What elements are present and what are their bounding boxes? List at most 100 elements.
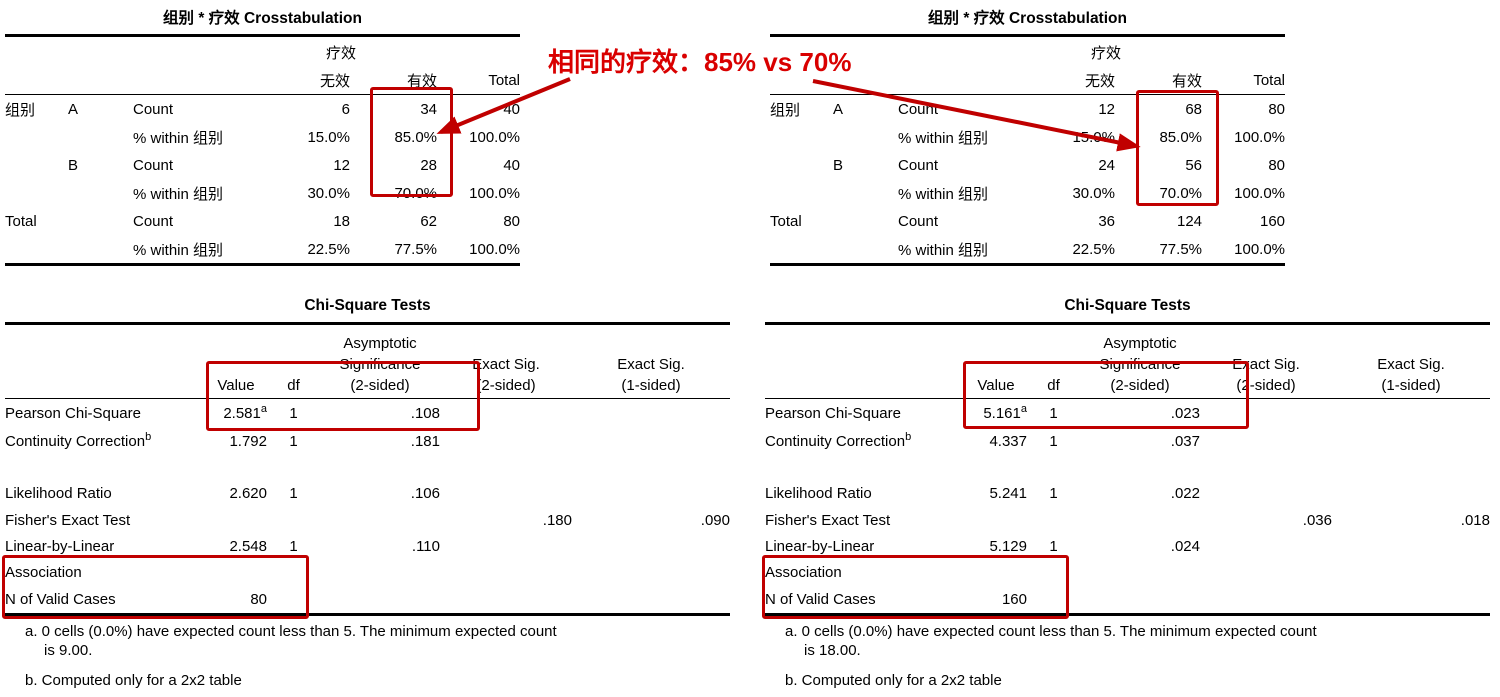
- cell-value: 1: [1049, 404, 1058, 422]
- table-row: N of Valid Cases 160: [765, 586, 1490, 615]
- group-label: A: [833, 100, 844, 118]
- annotation-text: 相同的疗效：85% vs 70%: [548, 47, 852, 77]
- chisquare-tests: Value df Asymptotic Significance (2-side…: [5, 322, 730, 616]
- table-row: % within 组别 30.0% 70.0% 100.0%: [770, 179, 1285, 207]
- stat-label: Count: [898, 100, 939, 118]
- cell-value: .018: [1460, 512, 1490, 529]
- cell-value: 2.620: [229, 485, 267, 502]
- cell-value: 18: [333, 212, 350, 230]
- cell-value: 40: [503, 156, 521, 174]
- footnote-a: a. 0 cells (0.0%) have expected count le…: [25, 623, 557, 640]
- stat-label: Count: [898, 212, 939, 230]
- table-row: Likelihood Ratio 2.620 1 .106: [5, 480, 730, 507]
- cell-value: .181: [410, 432, 440, 450]
- stat-label: Count: [133, 156, 174, 174]
- stat-label: Count: [133, 100, 174, 118]
- cell-value: 5.241: [989, 485, 1027, 502]
- cell-value: 24: [1098, 156, 1115, 174]
- footnote-a-cont: is 18.00.: [804, 642, 861, 659]
- stat-label: N of Valid Cases: [5, 591, 116, 608]
- table-row: N of Valid Cases 80: [5, 586, 730, 615]
- table-row: Continuity Correctionb 4.337 1 .037: [765, 427, 1490, 455]
- highlight-box-right-n-valid-cases: [762, 555, 1069, 619]
- highlight-box-right-pearson-row: [963, 361, 1249, 429]
- cell-value: 1: [1049, 485, 1058, 502]
- stat-label: Fisher's Exact Test: [765, 512, 891, 529]
- stat-label: Likelihood Ratio: [5, 485, 112, 502]
- cell-value: 100.0%: [469, 184, 521, 202]
- column-spanner: 疗效: [1091, 44, 1122, 62]
- stat-label: % within 组别: [133, 241, 224, 259]
- stat-label: % within 组别: [898, 129, 989, 147]
- table-row: Fisher's Exact Test .036 .018: [765, 507, 1490, 534]
- table-title: Chi-Square Tests: [304, 297, 431, 314]
- stat-label: Linear-by-Linear Association: [5, 538, 115, 581]
- column-spanner: 疗效: [326, 44, 357, 62]
- left-crosstab-table: 组别 * 疗效 Crosstabulation 疗效 无效 有效 Total 组…: [5, 0, 521, 266]
- stat-label: Continuity Correctionb: [5, 430, 152, 450]
- table-title: Chi-Square Tests: [1064, 297, 1191, 314]
- cell-value: 30.0%: [307, 184, 350, 202]
- cell-value: 22.5%: [1072, 240, 1115, 258]
- cell-value: 85.0%: [1159, 128, 1203, 146]
- footnotes: a. 0 cells (0.0%) have expected count le…: [765, 622, 1490, 690]
- footnote-b: b. Computed only for a 2x2 table: [785, 672, 1002, 689]
- table-row: Pearson Chi-Square 5.161a 1 .023: [765, 399, 1490, 428]
- cell-value: 80: [503, 212, 521, 230]
- spacer-row: [765, 455, 1490, 480]
- highlight-box-left-effective-column: [370, 87, 453, 197]
- group-label: B: [833, 156, 844, 174]
- spacer-row: [5, 455, 730, 480]
- left-chisquare-table: Chi-Square Tests Value df Asymptotic Sig…: [5, 290, 730, 690]
- col-header: 无效: [1010, 67, 1115, 95]
- right-chisquare-table: Chi-Square Tests Value df Asymptotic Sig…: [765, 290, 1490, 690]
- cell-value: .090: [700, 512, 730, 529]
- highlight-box-left-n-valid-cases: [2, 555, 309, 619]
- footnote-a-cont: is 9.00.: [44, 642, 93, 659]
- cell-value: 34: [420, 100, 438, 118]
- group-label: B: [68, 156, 79, 174]
- cell-value: 77.5%: [1159, 240, 1203, 258]
- cell-value: 100.0%: [1234, 240, 1286, 258]
- cell-value: .108: [410, 404, 440, 422]
- cell-value: 80: [1268, 156, 1286, 174]
- cell-value: .036: [1302, 512, 1332, 529]
- cell-value: .180: [542, 512, 572, 529]
- stat-label: Count: [898, 156, 939, 174]
- table-row: % within 组别 30.0% 70.0% 100.0%: [5, 179, 520, 207]
- cell-value: 2.548: [229, 538, 267, 555]
- table-row: Fisher's Exact Test .180 .090: [5, 507, 730, 534]
- cell-value: 160: [1001, 591, 1027, 608]
- cell-value: 12: [1098, 100, 1115, 118]
- cell-value: 1: [289, 432, 298, 450]
- stat-label: Continuity Correctionb: [765, 430, 912, 450]
- stat-label: % within 组别: [133, 185, 224, 203]
- table-row: Continuity Correctionb 1.792 1 .181: [5, 427, 730, 455]
- table-row: Total Count 18 62 80: [5, 207, 520, 235]
- table-title: 组别 * 疗效 Crosstabulation: [163, 10, 362, 27]
- cell-value: .023: [1170, 404, 1200, 422]
- cell-value: 100.0%: [1234, 128, 1286, 146]
- cell-value: 70.0%: [1159, 184, 1203, 202]
- cell-value: 36: [1098, 212, 1115, 230]
- cell-value: 1: [289, 404, 298, 422]
- stat-label: % within 组别: [898, 241, 989, 259]
- cell-value: 15.0%: [1072, 128, 1115, 146]
- cell-value: 15.0%: [307, 128, 350, 146]
- col-header: 有效: [350, 67, 438, 95]
- cell-value: 30.0%: [1072, 184, 1115, 202]
- cell-value: 160: [1259, 212, 1286, 230]
- group-label: A: [68, 100, 79, 118]
- row-label: Total: [770, 212, 802, 230]
- table-row: % within 组别 15.0% 85.0% 100.0%: [5, 123, 520, 151]
- table-row: Total Count 36 124 160: [770, 207, 1285, 235]
- cell-value: 100.0%: [1234, 184, 1286, 202]
- cell-value: 77.5%: [394, 240, 438, 258]
- cell-value: 56: [1185, 156, 1203, 174]
- footnote-a: a. 0 cells (0.0%) have expected count le…: [785, 623, 1317, 640]
- col-header: Exact Sig. (1-sided): [572, 323, 730, 399]
- stat-label: % within 组别: [898, 185, 989, 203]
- footnotes: a. 0 cells (0.0%) have expected count le…: [5, 622, 730, 690]
- table-row: Linear-by-Linear Association 5.129 1 .02…: [765, 534, 1490, 586]
